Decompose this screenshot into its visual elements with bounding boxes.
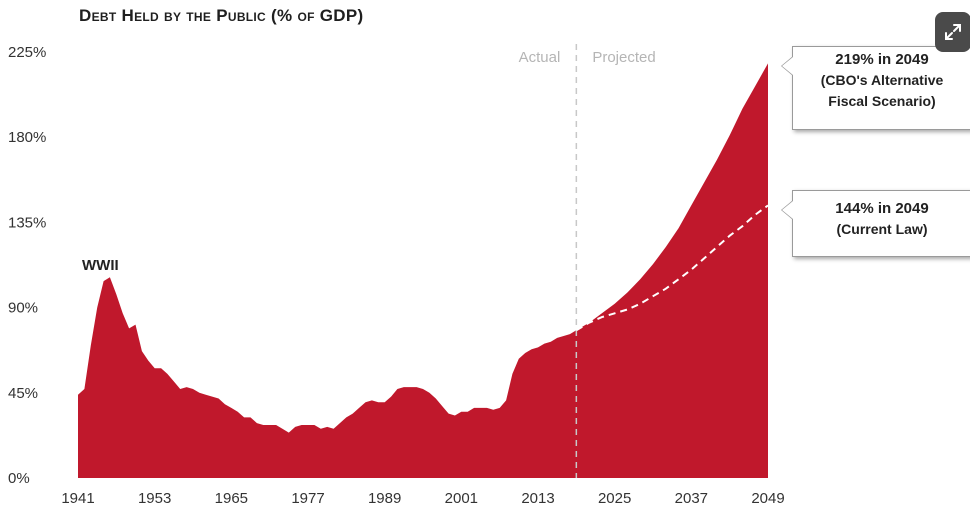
x-tick-label: 1977 xyxy=(291,490,324,507)
x-tick-label: 2001 xyxy=(445,490,478,507)
callout-alt-line3: Fiscal Scenario) xyxy=(828,93,936,109)
callout-current-law: 144% in 2049 (Current Law) xyxy=(781,190,970,257)
x-tick-label: 1989 xyxy=(368,490,401,507)
x-tick-label: 2013 xyxy=(521,490,554,507)
x-tick-label: 1965 xyxy=(215,490,248,507)
x-tick-label: 1953 xyxy=(138,490,171,507)
series-area-alternative xyxy=(78,63,768,479)
expand-icon xyxy=(945,24,961,40)
region-label-actual: Actual xyxy=(519,49,561,66)
y-tick-label: 180% xyxy=(8,129,46,146)
y-tick-label: 90% xyxy=(8,300,38,317)
callout-alt-line2: (CBO's Alternative xyxy=(820,72,944,88)
x-tick-label: 1941 xyxy=(61,490,94,507)
expand-button[interactable] xyxy=(935,12,970,52)
y-tick-label: 45% xyxy=(8,385,38,402)
callout-current-line2: (Current Law) xyxy=(836,221,928,237)
y-tick-label: 0% xyxy=(8,470,30,487)
x-tick-label: 2037 xyxy=(675,490,708,507)
callout-current-value: 144% in 2049 xyxy=(835,200,929,217)
annotation-wwii: WWII xyxy=(82,257,119,274)
y-tick-label: 225% xyxy=(8,44,46,61)
x-tick-label: 2049 xyxy=(751,490,784,507)
callout-alt-value: 219% in 2049 xyxy=(835,51,929,68)
region-label-projected: Projected xyxy=(592,49,655,66)
callout-alternative-scenario: 219% in 2049 (CBO's Alternative Fiscal S… xyxy=(781,46,970,130)
y-tick-label: 135% xyxy=(8,214,46,231)
chart-title: Debt Held by the Public (% of GDP) xyxy=(79,6,364,25)
x-tick-label: 2025 xyxy=(598,490,631,507)
